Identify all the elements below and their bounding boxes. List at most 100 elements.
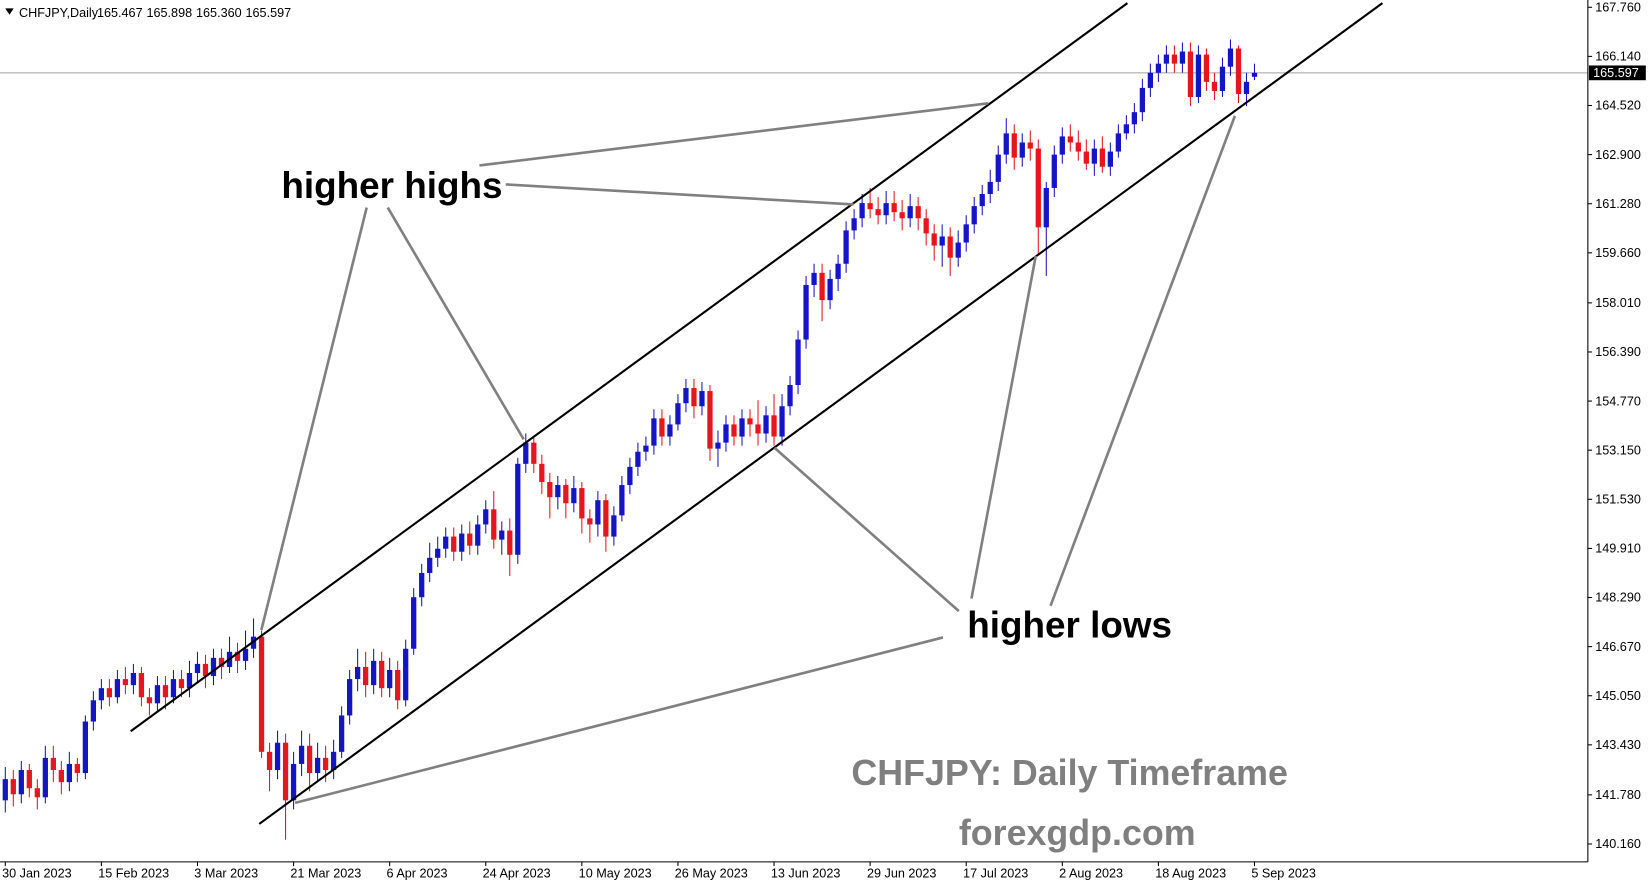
candle-body: [539, 463, 545, 483]
candle-body: [819, 272, 825, 301]
candle-body: [579, 488, 585, 519]
candle-body: [330, 751, 337, 771]
y-tick-label: 158.010: [1595, 296, 1641, 310]
y-tick-label: 145.050: [1595, 689, 1641, 703]
candle-body: [186, 673, 193, 689]
candle-body: [755, 424, 761, 434]
open-label: 165.467: [97, 6, 143, 20]
candle-body: [811, 272, 817, 285]
candle-body: [843, 230, 849, 264]
candle-body: [1043, 187, 1049, 228]
candle-body: [619, 485, 625, 516]
candle-body: [218, 657, 225, 667]
candle-body: [507, 530, 513, 555]
candle-body: [74, 763, 81, 774]
candle-body: [138, 673, 145, 698]
candle-body: [971, 206, 977, 225]
candle-body: [603, 500, 609, 537]
candle-body: [1147, 72, 1154, 88]
candle-body: [234, 651, 241, 661]
candle-body: [1011, 133, 1017, 158]
candle-body: [1251, 72, 1258, 77]
y-tick-label: 159.660: [1595, 246, 1641, 260]
candle-body: [1027, 142, 1033, 149]
candle-body: [867, 203, 873, 210]
x-tick-label: 17 Jul 2023: [963, 867, 1028, 881]
annotation: higher highs: [281, 165, 502, 206]
close-label: 165.597: [246, 6, 292, 20]
arrows: [260, 101, 1237, 805]
candle-body: [435, 548, 441, 558]
y-tick-label: 149.910: [1595, 542, 1641, 556]
candle-body: [907, 206, 913, 219]
candle-body: [114, 679, 121, 698]
candle-body: [915, 206, 921, 219]
candle-body: [314, 757, 321, 774]
candle-body: [379, 660, 385, 689]
candle-body: [899, 212, 905, 219]
candle-body: [739, 418, 745, 437]
candle-body: [555, 485, 561, 498]
candle-body: [827, 278, 833, 301]
candle-body: [875, 209, 881, 216]
candle-body: [787, 385, 793, 407]
candle-body: [322, 757, 329, 771]
candle-body: [290, 763, 297, 801]
high-label: 165.898: [146, 6, 192, 20]
candle-body: [531, 442, 537, 464]
candle-body: [1243, 81, 1250, 94]
channel-upper: [130, 2, 1129, 733]
candle-body: [963, 224, 969, 243]
x-tick-label: 24 Apr 2023: [483, 867, 551, 881]
candle-body: [1171, 54, 1178, 64]
candle-body: [162, 685, 169, 698]
candle-body: [715, 442, 721, 449]
price-label: 165.597: [1593, 66, 1639, 80]
watermark: CHFJPY: Daily Timeframe: [851, 753, 1288, 793]
annotation: higher lows: [967, 604, 1172, 645]
candle-body: [635, 451, 641, 467]
candle-body: [467, 533, 473, 546]
candle-body: [10, 779, 16, 795]
x-tick-label: 13 Jun 2023: [771, 867, 841, 881]
candle-body: [1115, 133, 1121, 152]
plot-area: [0, 39, 1588, 840]
candle-body: [266, 751, 273, 771]
candle-body: [723, 424, 729, 443]
arrow: [970, 255, 1038, 599]
x-tick-label: 29 Jun 2023: [867, 867, 937, 881]
arrow: [479, 101, 989, 167]
y-tick-label: 148.290: [1595, 591, 1641, 605]
watermark: forexgdp.com: [959, 813, 1196, 853]
candle-body: [491, 509, 497, 540]
candle-body: [459, 533, 465, 552]
menu-arrow[interactable]: [5, 8, 14, 15]
candle-body: [707, 391, 713, 449]
candle-body: [1003, 133, 1009, 155]
candle-body: [947, 236, 953, 258]
candle-body: [178, 679, 185, 689]
candle-body: [1163, 54, 1170, 64]
candle-body: [771, 415, 777, 437]
candle-body: [883, 203, 889, 216]
candle-body: [779, 406, 785, 437]
y-tick-label: 151.530: [1595, 493, 1641, 507]
y-tick-label: 166.140: [1595, 50, 1641, 64]
candle-body: [747, 418, 753, 425]
candle-body: [451, 536, 457, 552]
candle-body: [306, 745, 313, 774]
candle-body: [202, 663, 209, 677]
candle-body: [1211, 81, 1218, 91]
candle-body: [419, 572, 425, 598]
arrow: [294, 636, 944, 805]
candle-body: [1235, 48, 1242, 94]
candle-body: [50, 757, 56, 771]
y-tick-label: 167.760: [1595, 0, 1641, 14]
candle-body: [355, 666, 361, 680]
candle-body: [58, 770, 64, 783]
candle-body: [611, 515, 617, 537]
x-tick-label: 26 May 2023: [675, 867, 748, 881]
